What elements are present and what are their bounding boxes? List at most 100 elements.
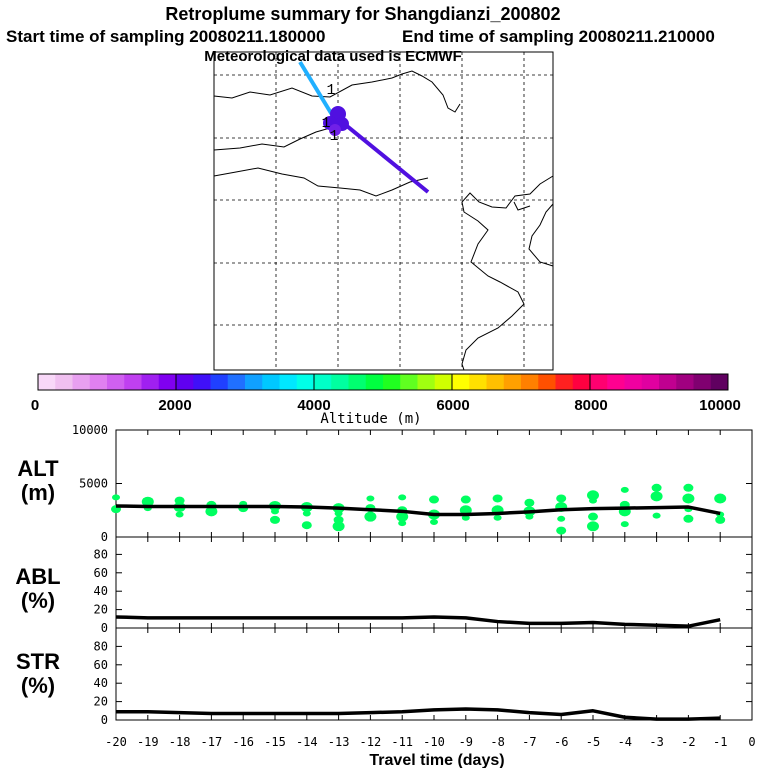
abl-panel: 0 20 40 60 80 — [94, 536, 753, 635]
x-tick-label: -8 — [490, 735, 504, 749]
border-line-mid — [213, 127, 331, 151]
alt-scatter-point — [525, 513, 534, 520]
end-time-label: End time of sampling 20080211.210000 — [402, 27, 715, 46]
x-tick-label: -15 — [264, 735, 286, 749]
colorbar-cell-18 — [348, 374, 367, 390]
alt-scatter-point — [430, 519, 438, 526]
x-tick-label: -17 — [201, 735, 223, 749]
colorbar-cell-23 — [434, 374, 453, 390]
coast-bohai — [513, 201, 531, 211]
colorbar-cell-28 — [521, 374, 539, 390]
colorbar-cell-12 — [245, 374, 263, 390]
alt-scatter-point — [460, 495, 471, 504]
colorbar-tick-10000: 10000 — [699, 397, 741, 414]
alt-scatter-point — [682, 493, 695, 504]
alt-scatter-point — [398, 520, 407, 527]
alt-scatter-point — [557, 515, 566, 522]
x-tick-label: -16 — [232, 735, 254, 749]
border-line-south — [213, 167, 429, 197]
colorbar-cell-1 — [55, 374, 73, 390]
alt-series-line — [115, 504, 721, 517]
alt-scatter-point — [334, 510, 343, 517]
alt-scatter-point — [141, 496, 154, 507]
plume-branch-northwest — [298, 60, 336, 120]
colorbar-cell-19 — [365, 374, 384, 390]
alt-scatter-point — [652, 512, 661, 519]
x-axis-title: Travel time (days) — [369, 752, 504, 768]
alt-scatter-point — [620, 521, 629, 528]
colorbar-cell-38 — [693, 374, 712, 390]
alt-scatter-point — [587, 490, 599, 501]
x-tick-label: -6 — [554, 735, 568, 749]
x-tick-label: -19 — [137, 735, 159, 749]
abl-ytick-label: 0 — [101, 621, 108, 635]
colorbar-cell-31 — [572, 374, 591, 390]
x-tick-label: -18 — [169, 735, 191, 749]
abl-ytick-label: 20 — [94, 603, 108, 617]
colorbar-title: Altitude (m) — [320, 411, 421, 427]
str-ytick-label: 20 — [94, 695, 108, 709]
alt-scatter-point — [714, 493, 727, 504]
figure-title: Retroplume summary for Shangdianzi_20080… — [165, 4, 560, 24]
colorbar-cell-2 — [72, 374, 91, 390]
x-tick-label: -5 — [586, 735, 600, 749]
alt-scatter-point — [429, 495, 439, 504]
alt-scatter-point — [271, 508, 279, 515]
colorbar-cell-37 — [676, 374, 694, 390]
alt-scatter-point — [524, 498, 535, 507]
alt-scatter-point — [589, 497, 597, 504]
colorbar-cell-0 — [38, 374, 56, 390]
x-tick-label: -11 — [391, 735, 413, 749]
x-tick-label: -9 — [459, 735, 473, 749]
colorbar-cell-16 — [314, 374, 332, 390]
alt-scatter-point — [112, 494, 120, 501]
alt-scatter-point — [301, 521, 312, 530]
x-tick-label: 0 — [748, 735, 755, 749]
plume-branch-southeast — [340, 120, 430, 194]
colorbar-cell-5 — [124, 374, 142, 390]
colorbar-frame — [37, 373, 729, 391]
colorbar-cell-4 — [107, 374, 125, 390]
colorbar-cell-35 — [641, 374, 660, 390]
abl-series-line — [115, 615, 721, 628]
colorbar-cell-32 — [590, 374, 608, 390]
str-ytick-label: 0 — [101, 713, 108, 727]
colorbar-cell-36 — [659, 374, 677, 390]
alt-scatter-point — [270, 515, 280, 524]
colorbar-cell-27 — [503, 374, 522, 390]
alt-scatter-point — [364, 511, 377, 522]
x-tick-label: -1 — [713, 735, 727, 749]
x-tick-label: -12 — [360, 735, 382, 749]
alt-ytick-label: 5000 — [79, 477, 108, 491]
colorbar-tick-6000: 6000 — [436, 397, 469, 414]
colorbar-cell-9 — [193, 374, 211, 390]
colorbar-cell-33 — [607, 374, 625, 390]
alt-scatter-point — [396, 511, 409, 522]
alt-scatter-point — [205, 506, 218, 517]
colorbar-cell-15 — [296, 374, 315, 390]
map-marker-3: 1 — [329, 128, 338, 145]
colorbar-tick-8000: 8000 — [574, 397, 607, 414]
border-line-north — [213, 70, 461, 113]
alt-panel-label: ALT — [17, 456, 59, 481]
coast-china — [461, 175, 554, 371]
str-ytick-label: 60 — [94, 658, 108, 672]
x-tick-label: -4 — [618, 735, 632, 749]
x-tick-label: -20 — [105, 735, 127, 749]
met-data-label: Meteorological data used is ECMWF — [204, 48, 462, 65]
abl-ytick-label: 60 — [94, 566, 108, 580]
alt-scatter-point — [620, 486, 629, 493]
map-marker-2: 1 — [321, 115, 330, 132]
alt-scatter-point — [332, 521, 345, 532]
colorbar-cell-25 — [469, 374, 487, 390]
altitude-colorbar — [37, 373, 729, 391]
alt-scatter-point — [175, 511, 184, 518]
colorbar-cell-39 — [710, 374, 729, 390]
plume-trajectory — [298, 60, 430, 194]
colorbar-tick-2000: 2000 — [158, 397, 191, 414]
alt-scatter-point — [302, 510, 311, 517]
abl-ytick-label: 40 — [94, 584, 108, 598]
colorbar-cell-24 — [452, 374, 470, 390]
x-tick-label: -2 — [681, 735, 695, 749]
